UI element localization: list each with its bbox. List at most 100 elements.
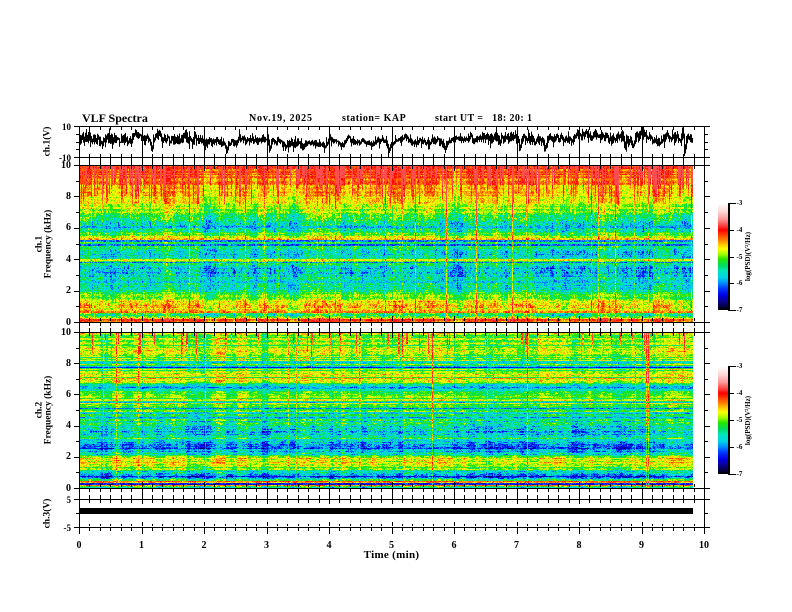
tick-mark [589, 528, 590, 531]
tick-mark [444, 161, 445, 165]
tick-mark [152, 161, 153, 165]
tick-mark [308, 127, 309, 130]
tick-mark [454, 157, 455, 166]
tick-mark [464, 333, 465, 336]
tick-mark [579, 157, 580, 166]
tick-mark [79, 500, 80, 504]
tick-mark [454, 522, 455, 526]
tick-mark [423, 528, 424, 531]
time-tick-label: 1 [139, 539, 144, 551]
tick-mark [110, 484, 111, 487]
tick-mark [308, 495, 309, 499]
tick-mark [204, 126, 205, 157]
tick-mark [485, 157, 486, 161]
tick-mark [464, 528, 465, 531]
tick-mark [246, 484, 247, 487]
tick-mark [298, 328, 299, 332]
tick-mark [74, 363, 79, 364]
tick-mark [558, 495, 559, 499]
sp1-ytick-label: 6 [66, 222, 71, 234]
axis-label-ch1v: ch.1(V) [42, 126, 53, 157]
tick-mark [496, 528, 497, 531]
tick-mark [350, 484, 351, 487]
tick-mark [392, 126, 393, 157]
tick-mark [110, 154, 111, 157]
tick-mark [214, 328, 215, 332]
tick-mark [350, 318, 351, 321]
tick-mark [339, 333, 340, 336]
tick-mark [579, 528, 580, 534]
tick-mark [485, 127, 486, 130]
tick-mark [548, 500, 549, 503]
tick-mark [600, 166, 601, 169]
tick-mark [173, 523, 174, 526]
tick-mark [381, 154, 382, 157]
tick-mark [235, 523, 236, 526]
tick-mark [235, 318, 236, 321]
tick-mark [621, 333, 622, 336]
tick-mark [298, 157, 299, 161]
tick-mark [527, 157, 528, 161]
tick-mark [121, 333, 122, 336]
tick-mark [517, 333, 518, 338]
tick-mark [121, 318, 122, 321]
tick-mark [100, 495, 101, 499]
tick-mark [548, 157, 549, 161]
tick-mark [402, 322, 403, 326]
tick-mark [339, 528, 340, 531]
tick-mark [308, 528, 309, 531]
tick-mark [298, 523, 299, 526]
tick-mark [360, 495, 361, 499]
tick-mark [308, 161, 309, 165]
sp2-ytick-label: 2 [66, 451, 71, 463]
tick-mark [204, 166, 205, 171]
tick-mark [381, 318, 382, 321]
tick-mark [642, 322, 643, 333]
tick-mark [173, 166, 174, 169]
sp1-ytick-label: 8 [66, 190, 71, 202]
tick-mark [506, 154, 507, 157]
colorbar-tick-label: -4 [736, 225, 743, 234]
sp1-ytick-label: 10 [61, 159, 71, 171]
tick-mark [402, 166, 403, 169]
tick-mark [235, 157, 236, 161]
tick-mark [74, 196, 79, 197]
tick-mark [475, 328, 476, 332]
tick-mark [329, 316, 330, 321]
tick-mark [705, 306, 708, 307]
tick-mark [110, 322, 111, 326]
tick-mark [329, 126, 330, 157]
tick-mark [704, 482, 705, 487]
tick-mark [329, 488, 330, 500]
tick-mark [110, 495, 111, 499]
tick-mark [194, 166, 195, 169]
tick-mark [121, 500, 122, 503]
tick-mark [298, 154, 299, 157]
tick-mark [704, 333, 705, 338]
tick-mark [277, 495, 278, 499]
tick-mark [287, 157, 288, 161]
tick-mark [673, 154, 674, 157]
tick-mark [381, 495, 382, 499]
tick-mark [694, 488, 695, 492]
tick-mark [433, 157, 434, 161]
tick-mark [194, 488, 195, 492]
tick-mark [339, 157, 340, 161]
tick-mark [673, 157, 674, 161]
tick-mark [694, 500, 695, 503]
tick-mark [392, 322, 393, 333]
tick-mark [79, 316, 80, 321]
tick-mark [110, 127, 111, 130]
tick-mark [235, 333, 236, 336]
tick-mark [444, 318, 445, 321]
tick-mark [464, 161, 465, 165]
tick-mark [371, 500, 372, 503]
tick-mark [371, 161, 372, 165]
tick-mark [485, 318, 486, 321]
tick-mark [694, 161, 695, 165]
tick-mark [76, 142, 79, 143]
tick-mark [548, 154, 549, 157]
tick-mark [277, 166, 278, 169]
tick-mark [412, 318, 413, 321]
tick-mark [392, 528, 393, 534]
